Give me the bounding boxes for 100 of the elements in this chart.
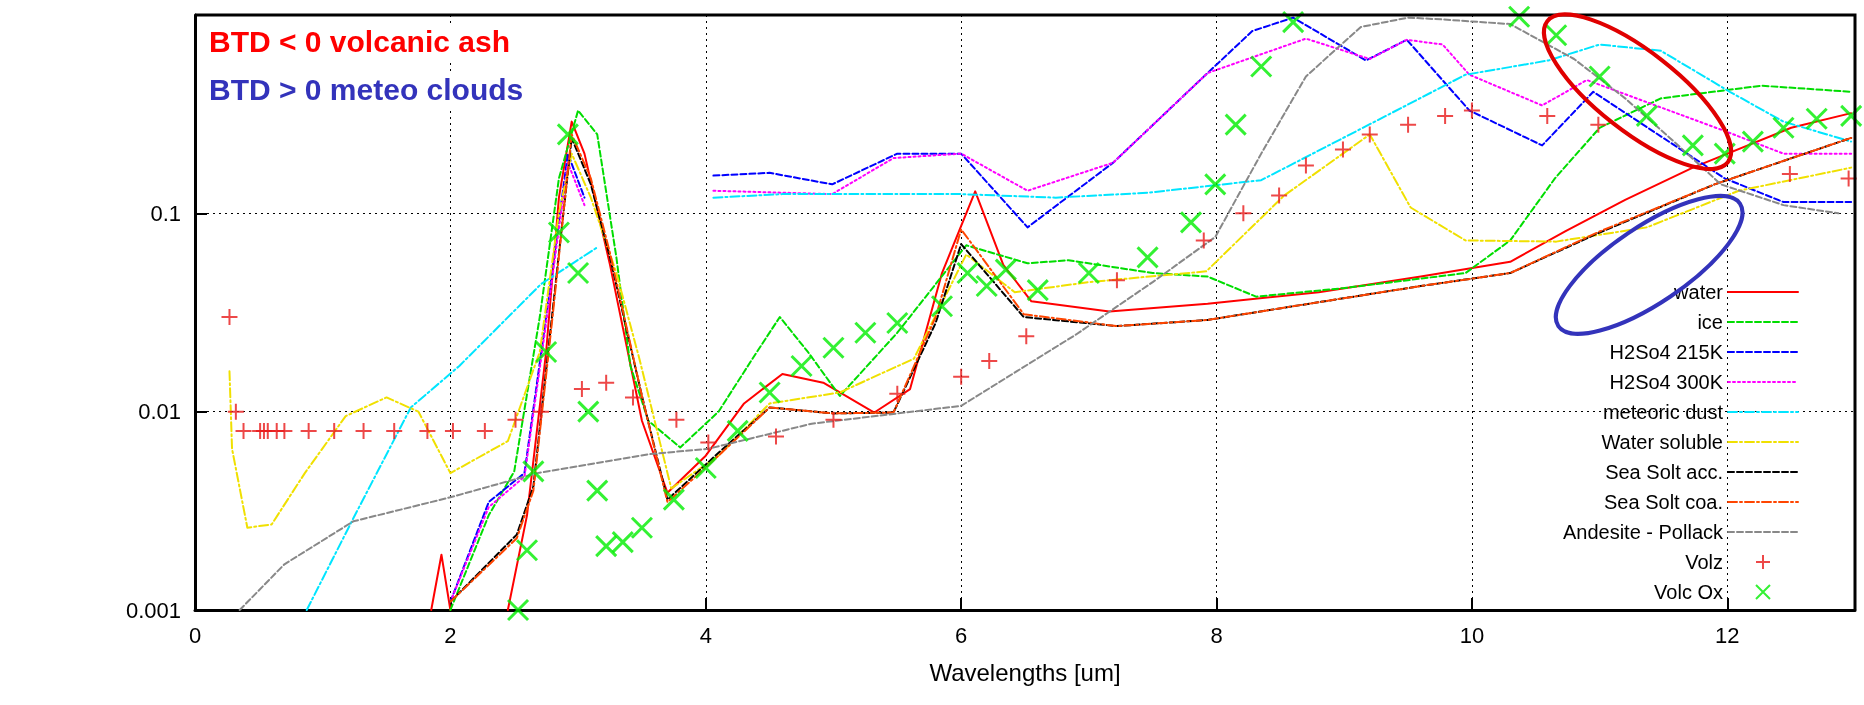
point <box>667 410 686 429</box>
point <box>515 538 539 562</box>
x-tick-label: 0 <box>188 622 202 648</box>
point <box>758 380 782 404</box>
point <box>475 421 494 440</box>
legend-label: Andesite - Pollack <box>1562 521 1724 543</box>
point <box>576 400 600 424</box>
point <box>930 294 954 318</box>
legend-label: ice <box>1697 311 1723 333</box>
point <box>1107 271 1126 290</box>
point <box>443 421 462 440</box>
point <box>572 380 591 399</box>
point <box>521 459 545 483</box>
legend-label: Water soluble <box>1601 431 1723 453</box>
point <box>547 221 571 245</box>
point <box>726 419 750 443</box>
point <box>534 340 558 364</box>
point <box>1281 10 1305 34</box>
x-tick-label: 2 <box>444 622 457 648</box>
legend-label: Volc Ox <box>1654 581 1723 603</box>
legend-label: Sea Solt coa. <box>1604 491 1723 513</box>
point <box>956 261 980 285</box>
point <box>1635 104 1659 128</box>
point <box>532 402 551 421</box>
point <box>821 336 845 360</box>
point <box>1462 101 1481 120</box>
legend-label: H2So4 300K <box>1609 371 1724 393</box>
point <box>299 421 318 440</box>
point <box>1203 172 1227 196</box>
point <box>853 321 877 345</box>
point <box>556 122 580 146</box>
y-tick-label: 0.001 <box>125 597 181 623</box>
x-tick-label: 8 <box>1210 622 1223 648</box>
point <box>1333 140 1352 159</box>
point <box>1681 133 1705 157</box>
point <box>1017 327 1036 346</box>
point <box>1249 54 1273 78</box>
point <box>220 308 239 327</box>
point <box>1805 107 1829 131</box>
point <box>1780 164 1799 183</box>
point <box>1179 210 1203 234</box>
point <box>767 427 785 446</box>
point <box>994 258 1018 282</box>
point <box>1360 125 1379 144</box>
point <box>1588 64 1612 88</box>
point <box>1224 113 1248 137</box>
point <box>325 421 344 440</box>
point <box>1436 106 1455 125</box>
point <box>980 352 999 371</box>
point <box>1296 156 1315 175</box>
point <box>1839 104 1863 128</box>
point <box>1194 231 1213 250</box>
point <box>354 421 373 440</box>
x-tick-label: 10 <box>1459 622 1485 648</box>
point <box>885 311 909 335</box>
point <box>824 410 843 429</box>
x-tick-label: 12 <box>1715 622 1740 648</box>
x-axis-title: Wavelengths [um] <box>929 658 1121 686</box>
point <box>226 402 245 421</box>
point <box>1741 130 1765 154</box>
point <box>694 456 718 480</box>
legend-label: H2So4 215K <box>1609 341 1724 363</box>
point <box>594 534 618 558</box>
point <box>662 488 686 512</box>
legend-label: Volz <box>1685 551 1723 573</box>
y-tick-label: 0.01 <box>138 399 181 425</box>
point <box>1589 115 1608 134</box>
point <box>975 274 999 298</box>
point <box>1544 23 1568 47</box>
point <box>1771 116 1795 140</box>
point <box>1136 245 1160 269</box>
legend-label: meteoric dust <box>1602 401 1724 423</box>
annotation: BTD > 0 meteo clouds <box>203 71 530 109</box>
point <box>623 388 642 407</box>
point <box>585 479 609 503</box>
point <box>1026 278 1050 302</box>
x-tick-label: 6 <box>955 622 968 648</box>
point <box>1234 204 1253 223</box>
annotation: BTD < 0 volcanic ash <box>203 23 516 61</box>
point <box>1270 186 1289 205</box>
point <box>597 373 616 392</box>
point <box>1538 106 1557 125</box>
point <box>234 421 253 440</box>
point <box>630 516 654 540</box>
point <box>1077 261 1101 285</box>
point <box>418 421 437 440</box>
point <box>275 421 294 440</box>
point <box>566 261 590 285</box>
point <box>611 530 635 554</box>
point <box>506 598 530 622</box>
point <box>790 354 814 378</box>
point <box>1507 5 1531 29</box>
legend-label: Sea Solt acc. <box>1605 461 1723 483</box>
point <box>699 433 718 452</box>
point <box>506 410 525 429</box>
x-tick-label: 4 <box>699 622 712 648</box>
point <box>888 384 907 403</box>
point <box>385 421 404 440</box>
point <box>1399 115 1418 134</box>
y-tick-label: 0.1 <box>150 200 181 226</box>
